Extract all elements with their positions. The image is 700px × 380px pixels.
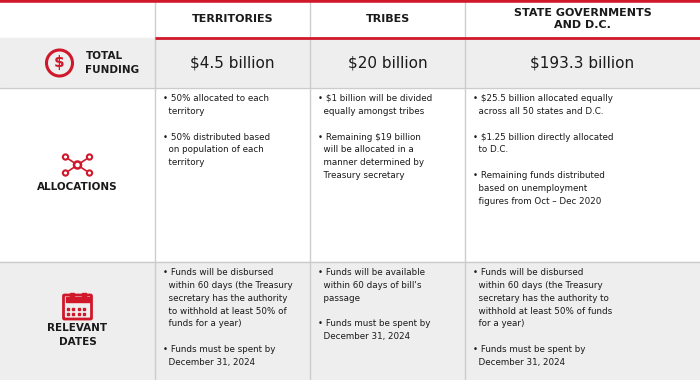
- Bar: [0, 88, 700, 262]
- Text: STATE GOVERNMENTS
AND D.C.: STATE GOVERNMENTS AND D.C.: [514, 8, 652, 30]
- Text: TRIBES: TRIBES: [365, 14, 410, 24]
- Bar: [81, 293, 85, 298]
- Text: TERRITORIES: TERRITORIES: [192, 14, 273, 24]
- Bar: [0, 0, 700, 38]
- Text: • $1 billion will be divided
  equally amongst tribes

• Remaining $19 billion
 : • $1 billion will be divided equally amo…: [318, 94, 433, 180]
- Text: • Funds will be disbursed
  within 60 days (the Treasury
  secretary has the aut: • Funds will be disbursed within 60 days…: [473, 268, 612, 367]
- Text: • $25.5 billion allocated equally
  across all 50 states and D.C.

• $1.25 billi: • $25.5 billion allocated equally across…: [473, 94, 613, 206]
- Text: • 50% allocated to each
  territory

• 50% distributed based
  on population of : • 50% allocated to each territory • 50% …: [163, 94, 270, 167]
- Text: $4.5 billion: $4.5 billion: [190, 55, 274, 71]
- Bar: [0, 262, 700, 380]
- Text: ALLOCATIONS: ALLOCATIONS: [37, 182, 118, 192]
- Text: • Funds will be available
  within 60 days of bill's
  passage

• Funds must be : • Funds will be available within 60 days…: [318, 268, 430, 341]
- Text: TOTAL
FUNDING: TOTAL FUNDING: [85, 51, 139, 74]
- Bar: [0, 38, 700, 88]
- Text: $: $: [54, 55, 65, 71]
- Text: $20 billion: $20 billion: [348, 55, 427, 71]
- Text: $193.3 billion: $193.3 billion: [531, 55, 635, 71]
- Text: RELEVANT
DATES: RELEVANT DATES: [48, 323, 108, 347]
- Text: • Funds will be disbursed
  within 60 days (the Treasury
  secretary has the aut: • Funds will be disbursed within 60 days…: [163, 268, 293, 367]
- Bar: [69, 293, 73, 298]
- Bar: [66, 297, 90, 302]
